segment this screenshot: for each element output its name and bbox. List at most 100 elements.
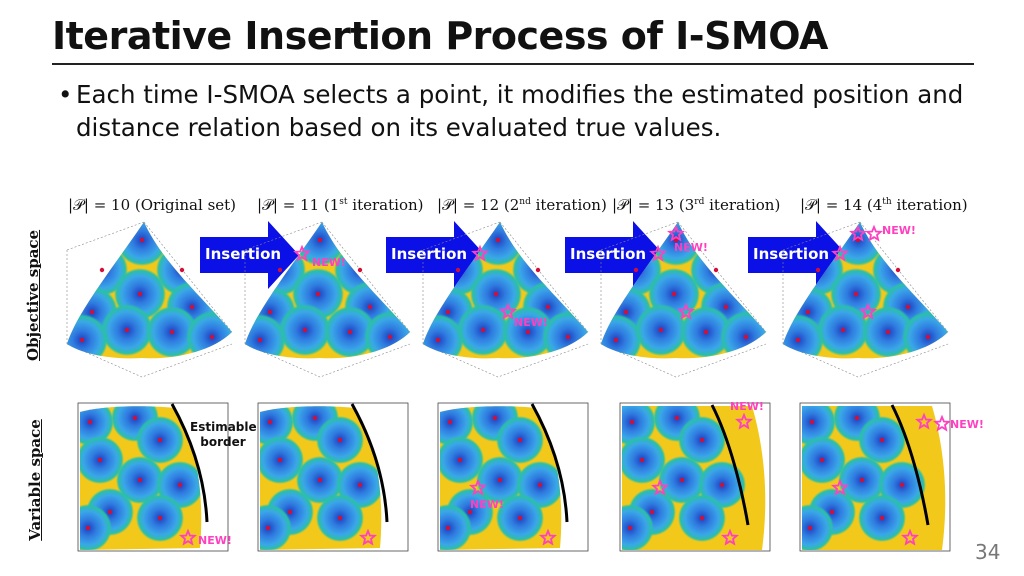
solution-point (79, 337, 85, 343)
panel-title-4: |𝒫| = 13 (3rd iteration) (612, 196, 780, 214)
bullet-point: • Each time I-SMOA selects a point, it m… (58, 78, 988, 144)
solution-point (367, 304, 373, 310)
solution-point (673, 237, 679, 243)
solution-point (357, 267, 363, 273)
solution-point (703, 329, 709, 335)
solution-point (629, 419, 635, 425)
estimable-border-line (890, 404, 930, 526)
new-point-star (469, 478, 487, 496)
bullet-text: Each time I-SMOA selects a point, it mod… (76, 80, 964, 142)
solution-point (658, 327, 664, 333)
insertion-arrow-4 (748, 221, 847, 289)
estimable-border-line (710, 404, 750, 526)
insertion-arrow-3 (565, 221, 664, 289)
new-point-label: NEW! (882, 224, 916, 237)
arrow-shape (200, 221, 299, 289)
contour-surface (440, 406, 562, 550)
solution-point (545, 304, 551, 310)
new-point-star (651, 478, 669, 496)
solution-point (829, 509, 835, 515)
row-label-objective: Objective space (24, 229, 42, 361)
insertion-arrow-1 (200, 221, 299, 289)
solution-point (169, 329, 175, 335)
solution-point (497, 477, 503, 483)
new-point-label: NEW! (198, 534, 232, 547)
axis-lines (66, 221, 233, 378)
new-point-star (499, 302, 517, 320)
new-point-star (735, 412, 753, 430)
solution-point (885, 329, 891, 335)
new-point-star (539, 528, 557, 546)
solution-point (312, 415, 318, 421)
insertion-arrow-2 (386, 221, 485, 289)
new-point-label: NEW! (674, 241, 708, 254)
solution-point (495, 237, 501, 243)
estimable-border-line (530, 403, 569, 523)
panel-title-tail: iteration) (530, 196, 607, 214)
estimable-border-line (170, 403, 209, 523)
panel-title-ordinal: nd (519, 197, 531, 207)
solution-point (723, 304, 729, 310)
row-label-variable: Variable space (26, 419, 44, 541)
insertion-arrow-label: Insertion (753, 245, 830, 263)
solution-point (467, 509, 473, 515)
variable-space-plot-3 (437, 402, 589, 552)
solution-point (895, 267, 901, 273)
solution-point (899, 482, 905, 488)
axis-lines (244, 221, 411, 378)
panel-title-3: |𝒫| = 12 (2nd iteration) (437, 196, 607, 214)
contour-surface (622, 406, 766, 550)
objective-space-plot-4 (600, 221, 767, 378)
solution-point (302, 327, 308, 333)
solution-point (807, 525, 813, 531)
solution-point (613, 337, 619, 343)
solution-point (537, 482, 543, 488)
new-point-star (649, 244, 667, 262)
new-point-label: NEW! (950, 418, 984, 431)
solution-point (157, 515, 163, 521)
contour-surface (601, 222, 766, 359)
arrow-shape (748, 221, 847, 289)
new-point-label: NEW! (312, 256, 346, 269)
contour-surface (67, 222, 232, 359)
solution-point (517, 437, 523, 443)
solution-point (132, 415, 138, 421)
solution-point (713, 267, 719, 273)
solution-point (853, 291, 859, 297)
solution-point (357, 482, 363, 488)
panel-title-5: |𝒫| = 14 (4th iteration) (800, 196, 968, 214)
solution-point (743, 334, 749, 340)
panel-title-tail: iteration) (891, 196, 968, 214)
solution-point (347, 329, 353, 335)
solution-point (627, 525, 633, 531)
objective-space-plot-2 (244, 221, 411, 378)
solution-point (623, 309, 629, 315)
title-underline (52, 63, 974, 65)
solution-point (177, 482, 183, 488)
solution-point (565, 334, 571, 340)
solution-point (124, 327, 130, 333)
new-point-label: NEW! (470, 498, 504, 511)
panel-title-2: |𝒫| = 11 (1st iteration) (257, 196, 423, 214)
solution-point (445, 309, 451, 315)
solution-point (455, 267, 461, 273)
solution-point (99, 267, 105, 273)
contour-surface (423, 222, 588, 359)
solution-point (277, 267, 283, 273)
panel-title-text: |𝒫| = 11 (1 (257, 196, 340, 214)
solution-point (97, 457, 103, 463)
solution-point (639, 457, 645, 463)
contour-surface (260, 406, 382, 550)
solution-point (189, 304, 195, 310)
solution-point (840, 327, 846, 333)
solution-point (137, 477, 143, 483)
contour-surface (783, 222, 948, 359)
estimable-border-label: Estimable border (190, 420, 257, 449)
new-point-star (667, 224, 685, 242)
contour-surface (802, 406, 946, 550)
solution-point (267, 309, 273, 315)
variable-space-plot-4 (619, 402, 771, 552)
solution-point (265, 525, 271, 531)
solution-point (445, 525, 451, 531)
new-point-star (721, 528, 739, 546)
